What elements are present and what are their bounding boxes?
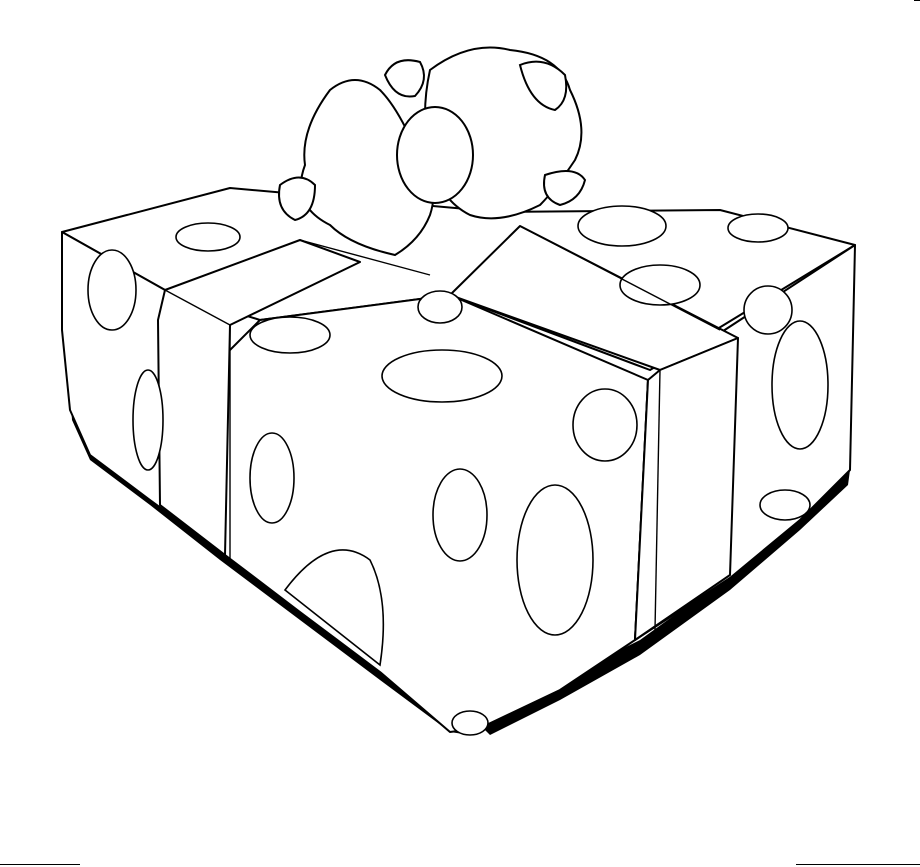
polka-dot bbox=[727, 213, 789, 243]
bow-curl bbox=[278, 176, 317, 222]
polka-dot bbox=[577, 205, 667, 247]
polka-dot bbox=[743, 285, 793, 335]
bow-knot bbox=[396, 106, 474, 204]
polka-dot bbox=[381, 349, 503, 403]
polka-dot bbox=[759, 489, 811, 521]
polka-dot bbox=[175, 222, 241, 252]
ribbon-left bbox=[157, 239, 361, 556]
bow bbox=[278, 46, 587, 257]
bow-loop-left bbox=[300, 79, 435, 257]
polka-dot bbox=[619, 264, 701, 306]
frame-corner-bottom-right bbox=[796, 864, 920, 865]
polka-dot bbox=[432, 468, 488, 562]
polka-dot bbox=[87, 249, 137, 331]
polka-dot bbox=[771, 320, 829, 450]
bow-curl bbox=[383, 59, 425, 98]
polka-dot bbox=[417, 290, 463, 324]
polka-dot bbox=[283, 549, 385, 667]
polka-dot bbox=[132, 369, 164, 471]
polka-dot bbox=[572, 388, 638, 462]
polka-dot bbox=[249, 432, 295, 524]
polka-dot bbox=[249, 316, 331, 354]
polka-dot bbox=[451, 710, 489, 736]
bow-curl bbox=[518, 60, 568, 112]
frame-corner-top-right bbox=[914, 0, 920, 1]
bow-curl bbox=[543, 170, 587, 207]
frame-corner-bottom-left bbox=[0, 864, 80, 865]
polka-dot bbox=[516, 484, 594, 636]
ribbon-right bbox=[634, 337, 739, 641]
